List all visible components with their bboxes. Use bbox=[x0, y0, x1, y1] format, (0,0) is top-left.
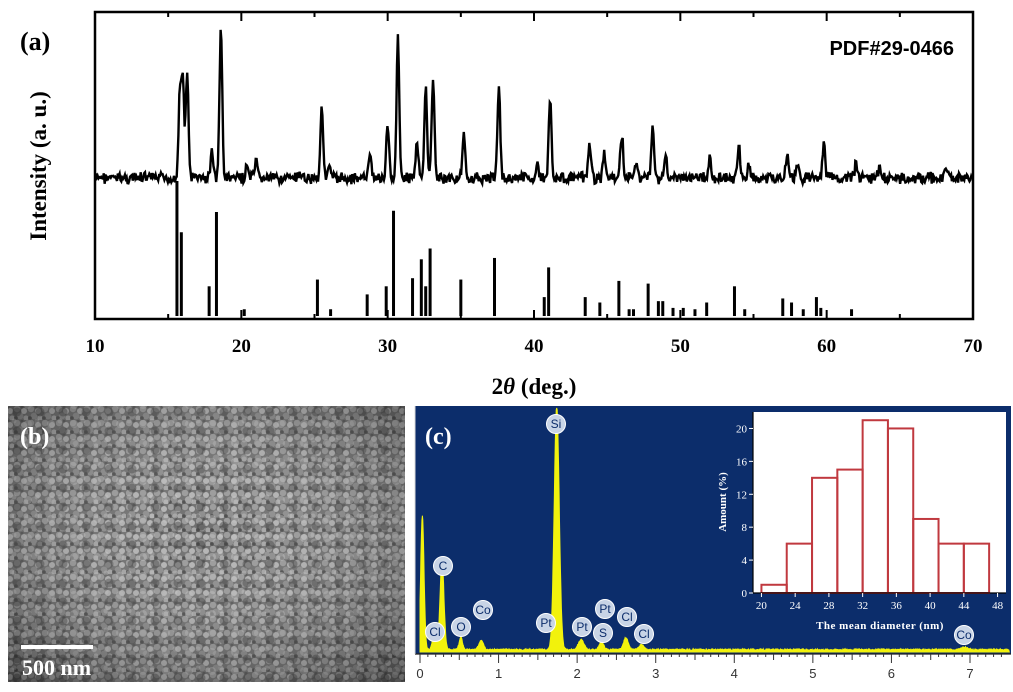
energy-tick-label: 7 bbox=[966, 666, 973, 681]
element-label-pt: Pt bbox=[595, 599, 615, 619]
svg-text:Cl: Cl bbox=[621, 610, 632, 624]
xrd-x-axis: 10 20 30 40 50 60 70 bbox=[86, 12, 983, 357]
element-label-pt: Pt bbox=[572, 617, 592, 637]
energy-tick-label: 0 bbox=[416, 666, 423, 681]
element-label-cl: Cl bbox=[634, 624, 654, 644]
svg-text:Pt: Pt bbox=[576, 620, 588, 634]
x-tick-label: 20 bbox=[232, 336, 251, 357]
energy-tick-label: 3 bbox=[652, 666, 659, 681]
scale-bar bbox=[21, 645, 93, 649]
element-label-co: Co bbox=[954, 625, 974, 645]
eds-energy-axis: 0 1 2 3 4 5 6 7 bbox=[416, 654, 1002, 681]
x-tick-label: 30 bbox=[378, 336, 397, 357]
panel-c-label: (c) bbox=[425, 424, 452, 450]
xrd-y-axis-label: Intensity (a. u.) bbox=[26, 91, 51, 241]
svg-text:O: O bbox=[456, 620, 465, 634]
histogram-y-tick-label: 4 bbox=[742, 555, 748, 567]
x-tick-label: 40 bbox=[525, 336, 544, 357]
histogram-y-tick-label: 8 bbox=[742, 522, 748, 534]
element-label-co: Co bbox=[473, 600, 493, 620]
histogram-y-tick-label: 16 bbox=[736, 456, 748, 468]
energy-tick-label: 2 bbox=[574, 666, 581, 681]
histogram-x-tick-label: 24 bbox=[790, 600, 802, 612]
x-tick-label: 50 bbox=[671, 336, 690, 357]
histogram-x-tick-label: 20 bbox=[756, 600, 768, 612]
pdf-card-label: PDF#29-0466 bbox=[829, 38, 954, 60]
xrd-panel: (a) PDF#29-0466 Intensity (a. u.) 2θ (de… bbox=[20, 10, 983, 399]
histogram-x-tick-label: 32 bbox=[857, 600, 868, 612]
svg-text:Si: Si bbox=[551, 417, 562, 431]
histogram-x-tick-label: 28 bbox=[823, 600, 835, 612]
eds-axis-strip bbox=[415, 654, 1011, 690]
element-label-si: Si bbox=[546, 414, 566, 434]
element-label-s: S bbox=[593, 623, 613, 643]
x-tick-label: 10 bbox=[86, 336, 105, 357]
histogram-x-tick-label: 48 bbox=[992, 600, 1004, 612]
energy-tick-label: 6 bbox=[888, 666, 895, 681]
energy-tick-label: 1 bbox=[495, 666, 502, 681]
panel-b-label: (b) bbox=[20, 424, 49, 450]
histogram-x-tick-label: 44 bbox=[958, 600, 970, 612]
element-label-c: C bbox=[433, 556, 453, 576]
element-label-pt: Pt bbox=[536, 613, 556, 633]
svg-text:Co: Co bbox=[475, 603, 491, 617]
histogram-plot-area bbox=[753, 412, 1006, 593]
histogram-x-label: The mean diameter (nm) bbox=[816, 620, 944, 632]
svg-text:Cl: Cl bbox=[429, 625, 440, 639]
sem-panel: (b) 500 nm bbox=[8, 406, 405, 682]
histogram-y-label: Amount (%) bbox=[717, 472, 729, 532]
histogram-y-tick-label: 20 bbox=[736, 423, 748, 435]
svg-text:Pt: Pt bbox=[540, 616, 552, 630]
element-label-o: O bbox=[451, 617, 471, 637]
panel-a-label: (a) bbox=[20, 27, 50, 56]
energy-tick-label: 4 bbox=[731, 666, 738, 681]
histogram-y-tick-label: 0 bbox=[742, 588, 748, 600]
svg-text:Cl: Cl bbox=[638, 627, 649, 641]
x-tick-label: 60 bbox=[817, 336, 836, 357]
svg-text:Pt: Pt bbox=[599, 602, 611, 616]
xrd-measured-pattern bbox=[95, 29, 973, 189]
svg-text:C: C bbox=[439, 559, 448, 573]
energy-tick-label: 5 bbox=[809, 666, 816, 681]
element-label-cl: Cl bbox=[617, 607, 637, 627]
histogram-x-tick-label: 36 bbox=[891, 600, 903, 612]
element-label-cl: Cl bbox=[425, 622, 445, 642]
x-tick-label: 70 bbox=[964, 336, 983, 357]
xrd-x-axis-label: 2θ (deg.) bbox=[492, 374, 577, 399]
scale-bar-label: 500 nm bbox=[22, 655, 91, 680]
histogram-y-tick-label: 12 bbox=[736, 489, 747, 501]
eds-spectrum bbox=[419, 407, 1010, 653]
histogram-x-tick-label: 40 bbox=[925, 600, 937, 612]
eds-element-labels: Si C Cl O Co Pt Pt Pt S Cl Cl Co bbox=[425, 414, 974, 645]
svg-text:S: S bbox=[599, 626, 607, 640]
pdf-reference-sticks bbox=[175, 181, 854, 316]
svg-text:Co: Co bbox=[956, 628, 972, 642]
